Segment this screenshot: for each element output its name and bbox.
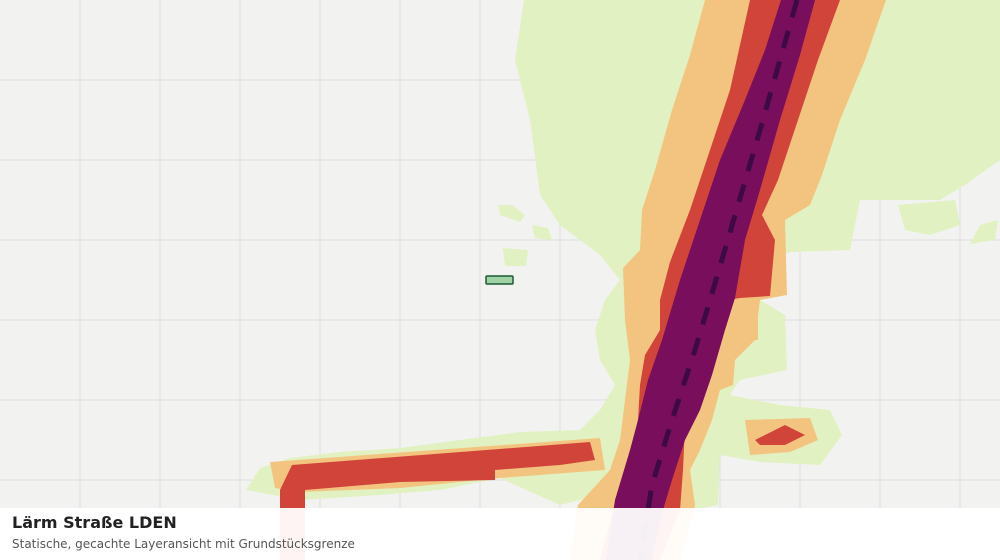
map-title: Lärm Straße LDEN — [12, 513, 177, 532]
info-panel — [0, 508, 1000, 560]
map-subtitle: Statische, gecachte Layeransicht mit Gru… — [12, 537, 355, 551]
road-centerline — [637, 0, 800, 560]
noise-zone-very-high — [606, 0, 815, 560]
parcel-boundary[interactable] — [485, 275, 514, 285]
